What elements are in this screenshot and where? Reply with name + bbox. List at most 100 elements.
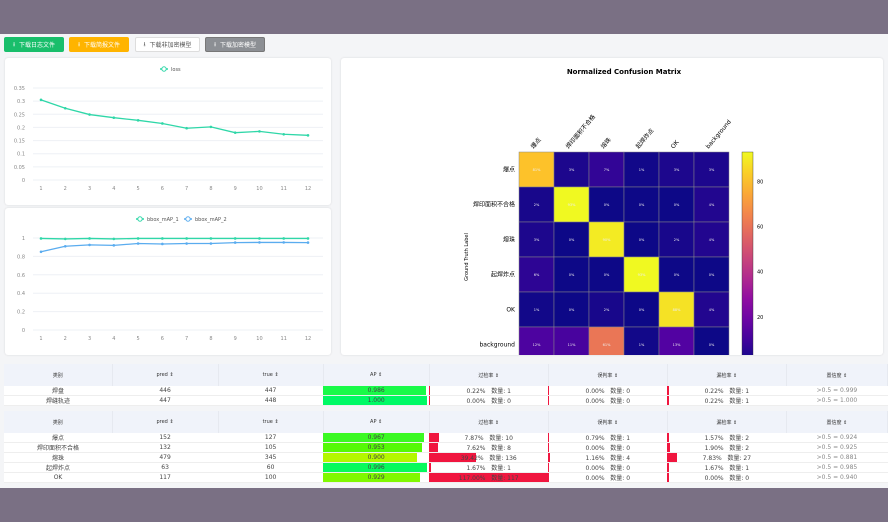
column-header[interactable]: pred ⇕ (112, 364, 219, 386)
data-point (185, 126, 188, 130)
loss-chart: 00.050.10.150.20.250.30.351 2 3 4 5 6 7 8 9 10 11 1… (14, 66, 323, 192)
rate-bar (667, 433, 670, 442)
data-point (209, 242, 213, 245)
column-header[interactable]: true ⇕ (218, 411, 324, 433)
download-icon: ⭳ (12, 40, 16, 48)
x-tick-label: 8 (209, 336, 212, 342)
sort-icon[interactable]: ⇕ (378, 372, 383, 378)
data-point (136, 242, 140, 245)
data-point (161, 242, 164, 246)
column-header[interactable]: 类别 (4, 411, 113, 433)
map-chart-card: 0 0.2 0.4 0.6 0.8 1 1 2 3 4 5 6 7 8 9 10 11 12 bbox_mAP_1 b… (5, 208, 331, 355)
sort-icon[interactable]: ⇕ (843, 372, 848, 379)
sort-icon[interactable]: ⇕ (733, 419, 738, 426)
sort-icon[interactable]: ⇕ (494, 372, 500, 379)
matrix-cell (693, 151, 730, 188)
legend-label: bbox_mAP_1 (147, 217, 179, 223)
rate-bar (548, 396, 550, 405)
column-header[interactable]: pred ⇕ (112, 411, 219, 433)
data-point (185, 242, 188, 245)
sort-icon[interactable]: ⇕ (494, 419, 500, 426)
y-tick-label: 0.2 (17, 310, 25, 316)
cell-value: 4% (709, 238, 715, 242)
cell-value: 1% (639, 168, 645, 172)
y-tick-label: 0.25 (14, 112, 25, 118)
download-plain-model-button[interactable]: ⭳ 下载非加密模型 (135, 37, 200, 52)
column-label: OK (670, 138, 682, 150)
x-tick-label: 6 (161, 336, 164, 342)
column-header[interactable]: 过检率 ⇕ (429, 364, 549, 386)
download-encrypted-model-button[interactable]: ⭳ 下载加密模型 (205, 37, 265, 52)
sort-icon[interactable]: ⇕ (169, 419, 174, 425)
y-tick-label: 0.3 (17, 99, 25, 105)
cell-value: 0% (604, 203, 610, 207)
rate-bar (548, 386, 550, 395)
x-tick-label: 4 (112, 336, 115, 342)
rate-bar (429, 453, 477, 462)
download-icon: ⭳ (77, 40, 81, 48)
column-label: 起焊炸点 (634, 127, 656, 151)
cell-value: 61% (603, 343, 611, 347)
confusion-matrix-card: Normalized Confusion Matrix 爆点 爆点 焊印面积不合格 焊印… (341, 58, 883, 373)
x-tick-label: 7 (185, 186, 188, 192)
cell-value: 1% (534, 308, 540, 312)
matrix-cell (518, 151, 555, 188)
matrix-cell (518, 186, 555, 223)
column-header[interactable]: AP ⇕ (323, 411, 430, 433)
column-header[interactable]: AP ⇕ (323, 364, 430, 386)
row-label: 熔珠 (503, 236, 515, 244)
column-header[interactable]: 置信度 ⇕ (786, 411, 888, 433)
matrix-cell (623, 221, 660, 258)
column-header[interactable]: 漏检率 ⇕ (667, 364, 787, 386)
sort-icon[interactable]: ⇕ (613, 372, 619, 379)
cell-value: 1% (639, 343, 645, 347)
y-tick-label: 0.1 (17, 152, 25, 158)
table-row: 焊缝轨迹 447 448 1.000 0.00% 数量: 0 0.00% 数量:… (4, 395, 888, 406)
cell-value: 0% (639, 238, 645, 242)
sort-icon[interactable]: ⇕ (378, 419, 383, 425)
sort-icon[interactable]: ⇕ (843, 419, 848, 426)
x-tick-label: 9 (234, 186, 237, 192)
data-point (112, 116, 116, 120)
column-header[interactable]: 误判率 ⇕ (548, 364, 668, 386)
loss-chart-card: 0 0.05 0.1 0.15 0.2 0.25 0.3 0.35 1 2 3 4 5 6 7 8 9 10 11 1… (5, 58, 331, 205)
cell-value: 2% (604, 308, 610, 312)
cell-value: 3% (709, 168, 715, 172)
column-header[interactable]: 漏检率 ⇕ (667, 411, 787, 433)
cell-value: 0% (569, 238, 575, 242)
cell-value: 0% (639, 308, 645, 312)
x-tick-label: 4 (112, 186, 115, 192)
colorbar-tick-label: 40 (757, 270, 763, 276)
data-point (258, 237, 261, 240)
data-point (258, 130, 261, 133)
column-header[interactable]: 误判率 ⇕ (548, 411, 668, 433)
matrix-cell (693, 256, 730, 293)
sort-icon[interactable]: ⇕ (733, 372, 738, 379)
cell-value: 12% (533, 343, 541, 347)
cell-value: 0% (709, 343, 715, 347)
cell-value: 0% (569, 273, 575, 277)
x-tick-label: 2 (64, 336, 67, 342)
download-log-button[interactable]: ⭳ 下载日志文件 (4, 37, 64, 52)
rate-bar (667, 396, 669, 405)
sort-icon[interactable]: ⇕ (274, 372, 279, 378)
sort-icon[interactable]: ⇕ (274, 419, 279, 425)
column-header[interactable]: 过检率 ⇕ (429, 411, 549, 433)
sort-icon[interactable]: ⇕ (169, 372, 174, 378)
download-icon: ⭳ (213, 40, 217, 48)
data-point (185, 237, 188, 240)
column-header[interactable]: true ⇕ (218, 364, 324, 386)
defect-metrics-table: 类别 pred ⇕ true ⇕ AP ⇕ 过检率 ⇕ 误判率 ⇕ 漏检率 ⇕ 置信度 ⇕ 爆… (4, 411, 888, 483)
matrix-cell (518, 256, 555, 293)
column-header[interactable]: 置信度 ⇕ (786, 364, 888, 386)
x-tick-label: 8 (209, 186, 212, 192)
sort-icon[interactable]: ⇕ (613, 419, 619, 426)
rate-bar (548, 433, 550, 442)
data-point (39, 98, 43, 102)
rate-bar (667, 463, 670, 472)
download-report-button[interactable]: ⭳ 下载简报文件 (69, 37, 129, 52)
column-header[interactable]: 类别 (4, 364, 113, 386)
cell-value: 93% (568, 203, 576, 207)
y-tick-label: 0.15 (14, 139, 25, 145)
series-line-bbox_mAP_2 (40, 241, 309, 253)
